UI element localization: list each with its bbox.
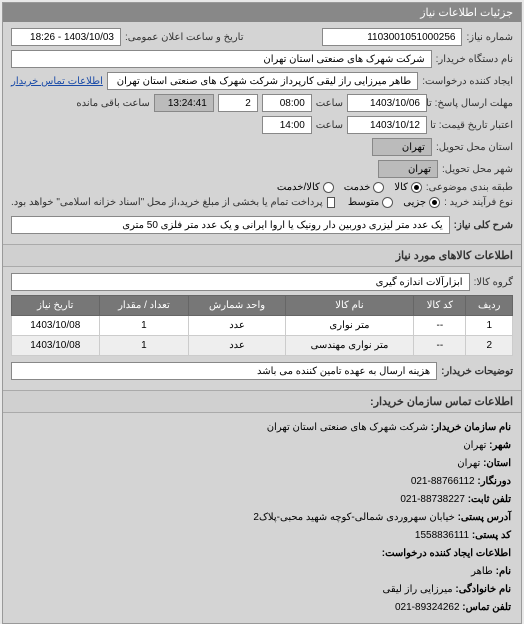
goods-section-title: اطلاعات کالاهای مورد نیاز <box>3 244 521 267</box>
validity-label: اعتبار تاریخ قیمت: تا تاریخ: <box>431 120 513 131</box>
buyer-org-label: نام دستگاه خریدار: <box>436 54 513 65</box>
treasury-checkbox[interactable] <box>327 197 335 208</box>
contact-org-label: نام سازمان خریدار: <box>431 422 511 433</box>
contact-phone: 88738227-021 <box>400 494 465 505</box>
contact-org: شرکت شهرک های صنعتی استان تهران <box>267 422 428 433</box>
pack-option-2[interactable]: کالا/خدمت <box>277 182 334 193</box>
contact-name: طاهر <box>471 566 493 577</box>
validity-time-field: 14:00 <box>262 116 312 134</box>
desc-label: شرح کلی نیاز: <box>454 220 513 231</box>
contact-section: نام سازمان خریدار: شرکت شهرک های صنعتی ا… <box>3 413 521 623</box>
radio-label: متوسط <box>348 197 379 208</box>
table-cell: -- <box>414 316 466 336</box>
pack-type-group: کالا خدمت کالا/خدمت <box>277 182 422 193</box>
contact-fax: 88766112-021 <box>411 476 475 487</box>
table-cell: 1403/10/08 <box>12 316 100 336</box>
goods-group-field: ابزارآلات اندازه گیری <box>11 273 470 291</box>
radio-icon[interactable] <box>429 197 440 208</box>
radio-icon[interactable] <box>382 197 393 208</box>
remaining-time-field: 13:24:41 <box>154 94 214 112</box>
goods-group-label: گروه کالا: <box>474 277 513 288</box>
radio-icon[interactable] <box>373 182 384 193</box>
contact-province: تهران <box>457 458 480 469</box>
table-row: 1--متر نواریعدد11403/10/08 <box>12 316 513 336</box>
contact-address-label: آدرس پستی: <box>458 512 511 523</box>
remaining-suffix: ساعت باقی مانده <box>76 98 149 109</box>
delivery-province-field: تهران <box>372 138 432 156</box>
table-cell: 1 <box>99 336 189 356</box>
delivery-city-label: شهر محل تحویل: <box>442 164 513 175</box>
pack-type-label: طبقه بندی موضوعی: <box>426 182 513 193</box>
contact-address: خیابان سهروردی شمالی-کوچه شهید محبی-پلاک… <box>253 512 454 523</box>
deadline-time-field: 08:00 <box>262 94 312 112</box>
time-label-1: ساعت <box>316 98 343 109</box>
panel-title: جزئیات اطلاعات نیاز <box>3 3 521 22</box>
desc-field: یک عدد متر لیزری دوربین دار رونیک یا ارو… <box>11 216 450 234</box>
deadline-date-field: 1403/10/06 <box>347 94 427 112</box>
payment-note: پرداخت تمام یا بخشی از مبلغ خرید،از محل … <box>11 197 323 208</box>
table-header: ردیف <box>466 296 513 316</box>
remaining-days-field: 2 <box>218 94 258 112</box>
table-cell: 2 <box>466 336 513 356</box>
table-cell: عدد <box>189 316 285 336</box>
public-date-field: 1403/10/03 - 18:26 <box>11 28 121 46</box>
contact-phone-label: تلفن ثابت: <box>468 494 511 505</box>
delivery-city-field: تهران <box>378 160 438 178</box>
niaz-number-label: شماره نیاز: <box>466 32 513 43</box>
table-cell: -- <box>414 336 466 356</box>
time-label-2: ساعت <box>316 120 343 131</box>
radio-icon[interactable] <box>411 182 422 193</box>
buyer-org-field: شرکت شهرک های صنعتی استان تهران <box>11 50 432 68</box>
purchase-option-0[interactable]: جزیی <box>403 197 440 208</box>
contact-lastname: میرزایی راز لیقی <box>383 584 453 595</box>
niaz-number-field: 1103001051000256 <box>322 28 462 46</box>
table-cell: عدد <box>189 336 285 356</box>
main-panel: جزئیات اطلاعات نیاز شماره نیاز: 11030010… <box>2 2 522 624</box>
pack-option-1[interactable]: خدمت <box>344 182 385 193</box>
table-header: نام کالا <box>285 296 414 316</box>
contact-city-label: شهر: <box>489 440 511 451</box>
table-header: کد کالا <box>414 296 466 316</box>
table-row: 2--متر نواری مهندسیعدد11403/10/08 <box>12 336 513 356</box>
pack-option-0[interactable]: کالا <box>394 182 422 193</box>
radio-icon[interactable] <box>323 182 334 193</box>
contact-province-label: استان: <box>483 458 511 469</box>
table-cell: متر نواری <box>285 316 414 336</box>
contact-fax-label: دورنگار: <box>477 476 511 487</box>
contact-lastname-label: نام خانوادگی: <box>455 584 511 595</box>
radio-label: جزیی <box>403 197 426 208</box>
public-date-label: تاریخ و ساعت اعلان عمومی: <box>125 32 244 43</box>
purchase-type-group: جزیی متوسط <box>348 197 440 208</box>
contact-city: تهران <box>463 440 486 451</box>
deadline-label: مهلت ارسال پاسخ: تا تاریخ: <box>431 98 513 109</box>
contact-postal: 1558836111 <box>415 530 469 541</box>
purchase-option-1[interactable]: متوسط <box>348 197 393 208</box>
requester-label: ایجاد کننده درخواست: <box>422 76 513 87</box>
contact-postal-label: کد پستی: <box>472 530 511 541</box>
table-cell: 1 <box>466 316 513 336</box>
buyer-notes-field: هزینه ارسال به عهده تامین کننده می باشد <box>11 362 437 380</box>
contact-phone2-label: تلفن تماس: <box>462 602 511 613</box>
buyer-notes-label: توضیحات خریدار: <box>441 366 513 377</box>
radio-label: خدمت <box>344 182 371 193</box>
requester-field: طاهر میرزایی راز لیقی کارپرداز شرکت شهرک… <box>107 72 418 90</box>
radio-label: کالا <box>394 182 408 193</box>
purchase-type-label: نوع فرآیند خرید : <box>444 197 513 208</box>
radio-label: کالا/خدمت <box>277 182 320 193</box>
table-header: تاریخ نیاز <box>12 296 100 316</box>
table-header: واحد شمارش <box>189 296 285 316</box>
table-cell: متر نواری مهندسی <box>285 336 414 356</box>
contact-name-label: نام: <box>496 566 511 577</box>
buyer-contact-link[interactable]: اطلاعات تماس خریدار <box>11 76 103 87</box>
delivery-province-label: استان محل تحویل: <box>436 142 513 153</box>
table-header: تعداد / مقدار <box>99 296 189 316</box>
contact-section-title: اطلاعات تماس سازمان خریدار: <box>3 390 521 413</box>
req-creator-title: اطلاعات ایجاد کننده درخواست: <box>382 548 511 559</box>
contact-phone2: 89324262-021 <box>395 602 460 613</box>
validity-date-field: 1403/10/12 <box>347 116 427 134</box>
table-cell: 1403/10/08 <box>12 336 100 356</box>
goods-table: ردیفکد کالانام کالاواحد شمارشتعداد / مقد… <box>11 295 513 356</box>
table-cell: 1 <box>99 316 189 336</box>
